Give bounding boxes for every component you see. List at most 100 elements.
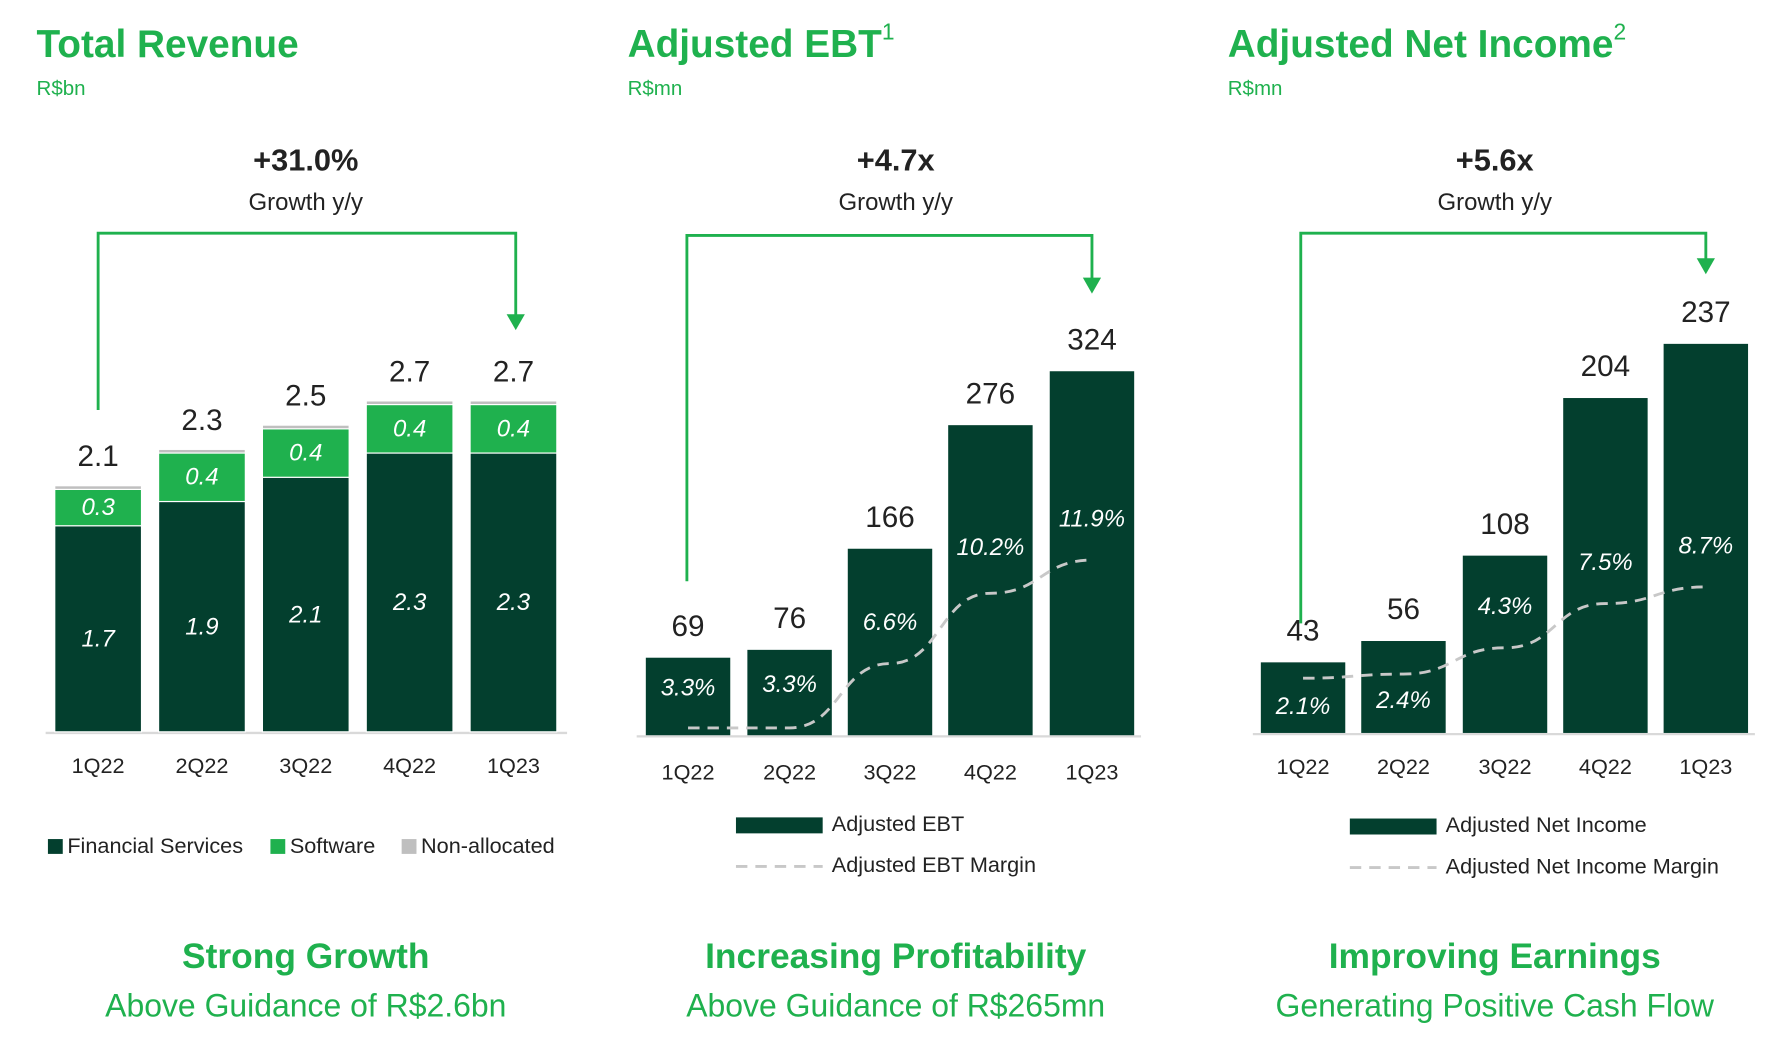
margin-label: 4.3% [1478,593,1533,620]
x-tick-label: 1Q23 [1679,754,1732,779]
total-label: 2.7 [493,355,534,388]
bar [1663,343,1749,733]
bar [1260,662,1346,733]
segment-label: 0.4 [289,439,322,466]
bar-segment [261,424,350,430]
growth-label: Growth y/y [838,189,952,216]
margin-label: 11.9% [1059,505,1125,532]
growth-bracket [96,231,518,411]
x-tick-label: 4Q22 [383,753,436,778]
title-note: 1 [882,19,895,45]
legend-label: Software [290,833,375,858]
segment-label: 0.4 [393,415,426,442]
growth-arrow [1082,277,1102,294]
segment-label: 2.3 [392,589,427,616]
segment-label: 2.1 [288,601,322,628]
segment-label: 2.3 [496,589,531,616]
x-tick-label: 3Q22 [864,760,917,785]
x-tick-label: 1Q23 [487,753,540,778]
segment-label: 0.4 [497,415,530,442]
margin-label: 6.6% [863,609,918,636]
footer-subtitle: Generating Positive Cash Flow [1276,987,1715,1023]
margin-label: 2.1% [1275,693,1331,720]
footer-subtitle: Above Guidance of R$265mn [686,987,1105,1023]
total-label: 2.1 [78,440,119,473]
legend-label: Adjusted EBT Margin [832,852,1036,877]
margin-label: 8.7% [1679,532,1734,559]
bar-value-label: 76 [773,602,806,635]
title-text: Adjusted Net Income [1228,23,1614,66]
legend-swatch [1349,818,1437,835]
margin-line [1303,585,1706,680]
growth-label: Growth y/y [249,189,363,216]
legend-swatch [735,817,823,834]
chart-subtitle: R$mn [1228,77,1283,100]
bar [645,657,731,736]
bar [1462,555,1548,733]
x-tick-label: 2Q22 [1377,754,1430,779]
footer-subtitle: Above Guidance of R$2.6bn [105,987,506,1023]
bar-segment [158,500,246,733]
segment-label: 1.7 [81,626,116,653]
margin-label: 7.5% [1578,549,1633,576]
legend-label: Adjusted Net Income Margin [1446,853,1719,878]
title-text: Total Revenue [37,23,299,66]
footer-title: Improving Earnings [1329,937,1661,976]
footer-title: Strong Growth [182,937,429,976]
chart-subtitle: R$mn [628,77,683,100]
total-label: 2.3 [181,404,222,437]
margin-label: 3.3% [661,674,716,701]
bar [1563,398,1648,733]
legend-swatch [47,839,63,854]
segment-label: 0.3 [81,494,115,521]
x-tick-label: 1Q23 [1065,760,1118,785]
x-tick-label: 2Q22 [763,760,816,785]
bar [1049,371,1135,736]
growth-bracket [1299,231,1708,624]
title-text: Adjusted EBT [628,23,883,66]
bar [747,649,832,736]
bar-segment [261,476,350,733]
footer-title: Increasing Profitability [705,937,1087,976]
bar-segment [469,400,558,406]
bar-value-label: 43 [1287,615,1320,648]
legend-swatch [401,839,417,854]
bar [1361,641,1446,733]
x-tick-label: 1Q22 [662,760,715,785]
bar-segment [261,428,350,478]
bar-segment [365,452,454,733]
bar-segment [158,452,246,503]
margin-label: 2.4% [1375,687,1431,714]
legend-label: Adjusted Net Income [1446,812,1647,837]
bar-segment [158,448,246,454]
bar [847,548,933,736]
growth-arrow [506,314,525,331]
segment-label: 0.4 [185,464,218,491]
total-label: 2.7 [389,355,430,388]
bar-value-label: 324 [1067,323,1116,356]
bar-segment [54,525,143,733]
x-tick-label: 4Q22 [1579,754,1632,779]
bar-value-label: 276 [966,377,1015,410]
growth-bracket [685,234,1094,582]
bar [948,425,1033,736]
growth-value: +5.6x [1456,143,1534,178]
growth-value: +4.7x [857,143,935,178]
x-tick-label: 3Q22 [279,753,332,778]
margin-label: 10.2% [956,534,1024,561]
legend-swatch [270,839,286,854]
bar-value-label: 69 [672,610,705,643]
chart-title: Adjusted EBT1 [628,19,895,67]
bar-segment [365,400,454,406]
x-tick-label: 4Q22 [964,760,1017,785]
total-label: 2.5 [285,380,326,413]
legend-label: Financial Services [67,833,243,858]
bar-value-label: 237 [1681,296,1730,329]
growth-value: +31.0% [253,143,358,178]
x-tick-label: 1Q22 [1277,754,1330,779]
x-tick-label: 2Q22 [175,753,228,778]
chart-subtitle: R$bn [37,77,86,100]
bar-segment [469,452,558,733]
chart-title: Adjusted Net Income2 [1228,19,1626,67]
